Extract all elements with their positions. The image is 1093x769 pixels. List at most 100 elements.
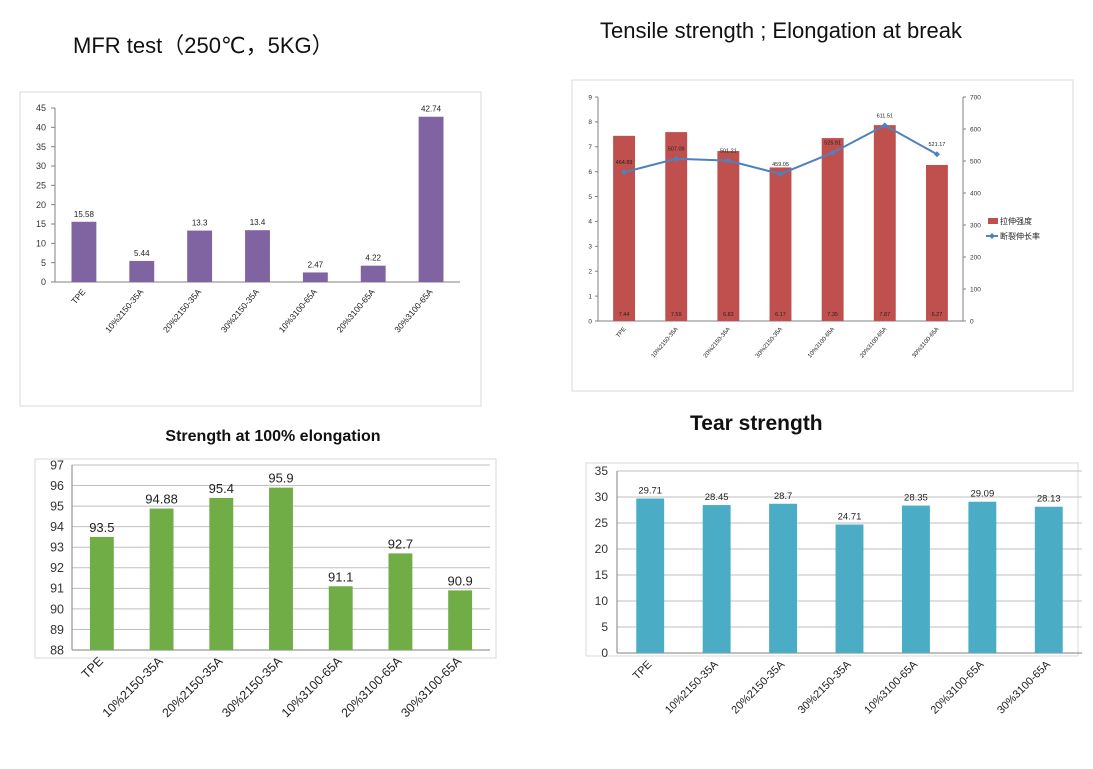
y-tick-label: 96	[50, 479, 64, 493]
category-label: 10%2150-35A	[663, 658, 721, 716]
bar-data-label: 6.83	[723, 312, 734, 318]
bar	[418, 116, 444, 282]
bar	[302, 272, 328, 282]
y2-tick-label: 300	[970, 222, 981, 229]
bar-data-label: 7.87	[879, 312, 890, 318]
data-label: 4.22	[365, 254, 381, 263]
chart-2: 8889909192939495969793.5TPE94.8810%2150-…	[34, 458, 497, 720]
bar	[388, 553, 413, 650]
category-label: 30%3100-65A	[392, 287, 435, 335]
data-label: 28.45	[705, 492, 729, 503]
bar	[873, 125, 896, 321]
data-label: 91.1	[328, 569, 353, 584]
category-label: 30%3100-65A	[995, 658, 1053, 716]
bar	[269, 487, 293, 650]
y-tick-label: 7	[588, 144, 592, 151]
y-tick-label: 92	[50, 561, 64, 575]
bar-data-label: 6.27	[932, 312, 943, 318]
y-tick-label: 0	[41, 277, 46, 287]
data-label: 28.7	[774, 491, 793, 502]
legend-label-line: 断裂伸长率	[1000, 231, 1040, 241]
category-label: 10%3100-65A	[279, 654, 345, 720]
category-label: 30%3100-65A	[911, 326, 940, 359]
category-label: 10%3100-65A	[862, 658, 920, 716]
data-label: 5.44	[134, 249, 150, 258]
bar	[717, 151, 740, 321]
y2-tick-label: 400	[970, 190, 981, 197]
y-tick-label: 15	[595, 568, 609, 582]
bar	[835, 524, 864, 653]
chart-frame	[585, 462, 1079, 657]
bar	[149, 508, 174, 650]
y-tick-label: 35	[36, 142, 46, 152]
y-tick-label: 30	[595, 490, 609, 504]
y-tick-label: 1	[588, 293, 592, 300]
data-label: 2.47	[308, 260, 324, 269]
y-tick-label: 20	[36, 200, 46, 210]
category-label: 30%2150-35A	[755, 326, 784, 359]
y-tick-label: 45	[36, 103, 46, 113]
line-data-label: 501.21	[720, 149, 737, 155]
chart-frame	[19, 91, 482, 407]
y-tick-label: 30	[36, 161, 46, 171]
mfr-chart-title: MFR test（250℃，5KG）	[73, 33, 334, 58]
line-marker	[621, 169, 628, 176]
y2-tick-label: 500	[970, 158, 981, 165]
category-label: 20%3100-65A	[859, 326, 888, 359]
y-tick-label: 0	[588, 318, 592, 325]
y-tick-label: 0	[601, 646, 608, 660]
bar	[665, 132, 688, 321]
bar	[901, 505, 930, 653]
category-label: 10%2150-35A	[103, 287, 146, 335]
line-marker	[777, 171, 784, 178]
bar	[360, 265, 386, 282]
y-tick-label: 8	[588, 119, 592, 126]
y-tick-label: 5	[601, 620, 608, 634]
data-label: 24.71	[838, 512, 862, 523]
bar	[245, 230, 270, 282]
bar	[1034, 506, 1063, 653]
category-label: TPE	[616, 326, 628, 339]
y-tick-label: 10	[595, 594, 609, 608]
legend-label-bars: 拉伸强度	[1000, 216, 1032, 226]
chart-frame	[34, 458, 497, 659]
category-label: 20%2150-35A	[161, 287, 204, 335]
data-label: 13.3	[192, 219, 208, 228]
data-label: 90.9	[447, 573, 472, 588]
bar	[129, 260, 155, 282]
category-label: 20%3100-65A	[334, 287, 377, 335]
bar	[613, 135, 636, 321]
data-label: 95.9	[268, 471, 293, 486]
category-label: 10%2150-35A	[651, 326, 680, 359]
y-tick-label: 94	[50, 520, 64, 534]
bar-data-label: 6.17	[775, 312, 786, 318]
data-label: 42.74	[421, 105, 442, 114]
bar	[328, 586, 353, 650]
line-marker	[933, 151, 940, 158]
category-label: TPE	[631, 659, 655, 683]
category-label: 30%2150-35A	[219, 654, 285, 720]
tear-chart-title: Tear strength	[690, 412, 823, 435]
data-label: 92.7	[388, 536, 413, 551]
y-tick-label: 20	[595, 542, 609, 556]
category-label: 20%3100-65A	[339, 654, 405, 720]
y-tick-label: 9	[588, 94, 592, 101]
legend-swatch-bars	[988, 218, 998, 224]
y-tick-label: 89	[50, 623, 64, 637]
y-tick-label: 5	[588, 194, 592, 201]
line-marker	[725, 157, 732, 164]
y-tick-label: 4	[588, 219, 592, 226]
y-tick-label: 2	[588, 269, 592, 276]
bar-data-label: 7.44	[619, 312, 630, 318]
bar	[89, 536, 114, 650]
line-marker	[829, 149, 836, 156]
y-tick-label: 25	[36, 180, 46, 190]
y2-tick-label: 0	[970, 318, 974, 325]
category-label: TPE	[69, 287, 87, 306]
data-label: 95.4	[209, 481, 234, 496]
bar	[702, 505, 731, 653]
strength-chart-title: Strength at 100% elongation	[165, 428, 381, 445]
bar	[187, 230, 213, 282]
category-label: 10%3100-65A	[277, 287, 320, 335]
